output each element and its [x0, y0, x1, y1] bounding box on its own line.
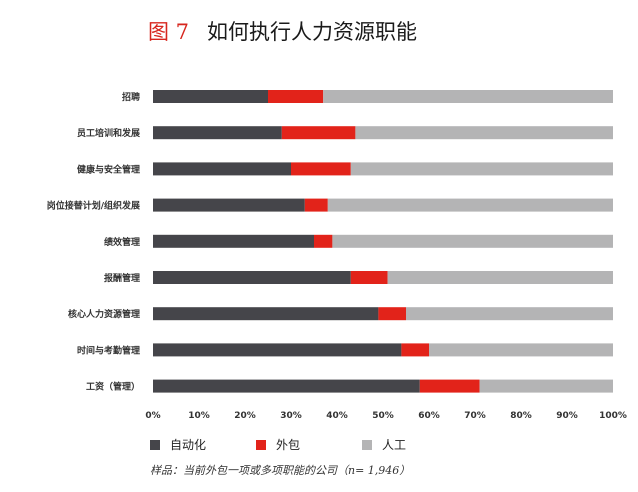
- category-label-7: 时间与考勤管理: [77, 344, 140, 356]
- category-label-4: 绩效管理: [104, 236, 140, 248]
- bar-manual-1: [355, 126, 613, 140]
- legend-swatch-automation: [150, 439, 160, 450]
- category-label-6: 核心人力资源管理: [68, 308, 140, 320]
- category-labels: 招聘员工培训和发展健康与安全管理岗位接替计划/组织发展绩效管理报酬管理核心人力资…: [47, 91, 140, 393]
- figure-title: 图 7 如何执行人力资源职能: [148, 22, 417, 43]
- bar-outsourcing-1: [281, 126, 356, 140]
- x-tick-label-4: 40%: [326, 411, 348, 421]
- bar-manual-0: [323, 90, 613, 103]
- category-label-8: 工资（管理）: [86, 381, 140, 393]
- sample-note: 样品：当前外包一项或多项职能的公司（n= 1,946）: [150, 464, 411, 477]
- figure-title-text: 如何执行人力资源职能: [207, 20, 418, 44]
- legend-item-automation: 自动化: [150, 436, 256, 453]
- x-tick-label-7: 70%: [464, 411, 486, 421]
- bar-automation-1: [153, 126, 282, 140]
- bar-manual-5: [387, 271, 613, 284]
- bar-manual-7: [429, 343, 613, 357]
- bar-outsourcing-5: [350, 271, 388, 284]
- bar-outsourcing-4: [314, 234, 333, 248]
- bar-manual-6: [406, 307, 613, 321]
- bar-automation-3: [153, 198, 305, 212]
- bar-manual-3: [327, 198, 613, 212]
- bar-manual-4: [332, 234, 613, 248]
- bar-automation-5: [153, 271, 351, 284]
- x-tick-label-8: 80%: [510, 411, 532, 421]
- x-tick-label-6: 60%: [418, 411, 440, 421]
- stacked-bar-chart: 招聘员工培训和发展健康与安全管理岗位接替计划/组织发展绩效管理报酬管理核心人力资…: [47, 90, 627, 421]
- bar-manual-8: [479, 379, 613, 393]
- bar-automation-4: [153, 234, 314, 248]
- x-tick-label-10: 100%: [599, 411, 627, 421]
- category-label-0: 招聘: [122, 91, 140, 103]
- legend-label-outsourcing: 外包: [276, 438, 301, 452]
- legend: 自动化 外包 人工: [150, 436, 468, 453]
- bar-automation-8: [153, 379, 420, 393]
- bar-automation-2: [153, 162, 291, 176]
- legend-swatch-outsourcing: [256, 439, 266, 450]
- x-tick-label-2: 20%: [234, 411, 256, 421]
- x-tick-label-5: 50%: [372, 411, 394, 421]
- bar-automation-7: [153, 343, 402, 357]
- bar-outsourcing-2: [291, 162, 351, 176]
- legend-label-manual: 人工: [382, 438, 407, 452]
- legend-item-outsourcing: 外包: [256, 436, 362, 453]
- figure-number: 图 7: [148, 20, 190, 44]
- bar-automation-6: [153, 307, 379, 321]
- x-tick-label-3: 30%: [280, 411, 302, 421]
- legend-swatch-manual: [362, 439, 372, 450]
- bar-outsourcing-7: [401, 343, 429, 357]
- bar-outsourcing-8: [419, 379, 480, 393]
- bar-outsourcing-6: [378, 307, 406, 321]
- bar-outsourcing-3: [304, 198, 328, 212]
- category-label-3: 岗位接替计划/组织发展: [47, 200, 140, 212]
- bar-outsourcing-0: [268, 90, 324, 103]
- legend-label-automation: 自动化: [170, 438, 207, 452]
- category-label-5: 报酬管理: [104, 272, 140, 284]
- bar-manual-2: [350, 162, 613, 176]
- x-tick-label-9: 90%: [556, 411, 578, 421]
- bar-automation-0: [153, 90, 268, 103]
- x-tick-label-0: 0%: [145, 411, 160, 421]
- legend-item-manual: 人工: [362, 436, 468, 453]
- x-tick-label-1: 10%: [188, 411, 210, 421]
- x-axis-ticks: 0% 10% 20% 30% 40% 50% 60% 70% 80% 90% 100%: [145, 411, 627, 421]
- category-label-2: 健康与安全管理: [77, 163, 140, 175]
- category-label-1: 员工培训和发展: [77, 127, 140, 139]
- bars-group: [153, 90, 613, 393]
